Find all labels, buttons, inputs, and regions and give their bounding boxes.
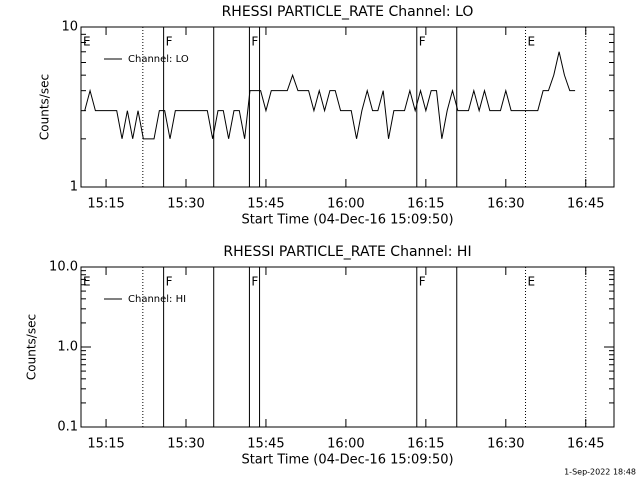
x-tick-label: 16:30 [487,197,524,212]
x-tick-label: 16:30 [487,437,524,452]
y-tick-label: 10.0 [49,260,78,275]
flag-label: F [251,35,258,49]
legend-label: Channel: LO [128,54,189,65]
y-tick-label: 1 [70,180,78,195]
y-tick-label: 10 [61,20,78,35]
legend-label: Channel: HI [128,294,186,305]
y-tick-label: 0.1 [57,420,78,435]
y-axis-label: Counts/sec [25,314,39,380]
x-tick-label: 16:00 [327,197,364,212]
flag-label: E [83,35,91,49]
x-tick-label: 16:15 [407,197,444,212]
x-tick-label: 15:30 [167,437,204,452]
flag-label: F [419,35,426,49]
x-tick-label: 15:45 [247,437,284,452]
flag-label: E [528,275,536,289]
x-tick-label: 16:45 [567,197,604,212]
y-axis-label: Counts/sec [38,74,52,140]
plot-frame [80,26,615,188]
flag-label: E [528,35,536,49]
y-tick-label: 1.0 [57,340,78,355]
x-tick-label: 16:15 [407,437,444,452]
x-axis-label: Start Time (04-Dec-16 15:09:50) [241,213,453,228]
x-tick-label: 15:15 [87,197,124,212]
x-tick-label: 15:15 [87,437,124,452]
flag-label: F [419,275,426,289]
plot-frame [80,266,615,428]
x-tick-label: 16:45 [567,437,604,452]
x-axis-label: Start Time (04-Dec-16 15:09:50) [241,453,453,468]
data-line [84,51,576,140]
flag-label: F [166,35,173,49]
flag-label: E [83,275,91,289]
x-tick-label: 15:45 [247,197,284,212]
flag-label: F [166,275,173,289]
flag-label: F [251,275,258,289]
footer: 1-Sep-2022 18:48 [564,468,636,477]
chart-title: RHESSI PARTICLE_RATE Channel: HI [223,244,471,260]
x-tick-label: 16:00 [327,437,364,452]
chart-title: RHESSI PARTICLE_RATE Channel: LO [222,4,474,20]
x-tick-label: 15:30 [167,197,204,212]
